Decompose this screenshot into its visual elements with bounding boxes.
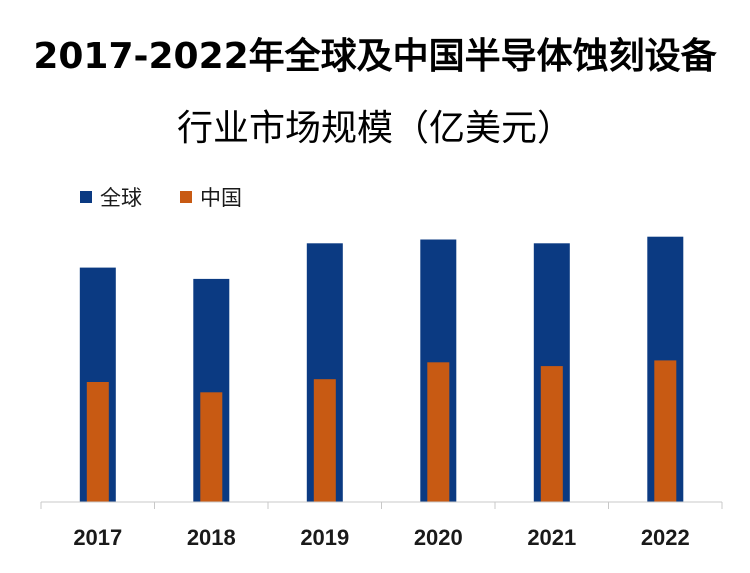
legend-label-global: 全球 bbox=[100, 186, 142, 210]
x-tick-label-2018: 2018 bbox=[187, 525, 236, 550]
bar-china-2020 bbox=[427, 362, 450, 502]
x-tick-label-2020: 2020 bbox=[414, 525, 463, 550]
bars-group bbox=[79, 236, 684, 503]
bar-china-2021 bbox=[540, 366, 563, 502]
legend-swatch-global bbox=[80, 191, 92, 203]
bar-china-2019 bbox=[313, 379, 336, 502]
x-tick-label-2017: 2017 bbox=[73, 525, 122, 550]
x-axis-ticks bbox=[40, 502, 723, 509]
bar-china-2022 bbox=[654, 360, 677, 502]
bar-china-2017 bbox=[86, 382, 109, 502]
legend: 全球 中国 bbox=[80, 186, 242, 210]
legend-swatch-china bbox=[180, 191, 192, 203]
chart-title-line-2: 行业市场规模（亿美元） bbox=[177, 108, 573, 149]
x-axis-labels: 2017 2018 2019 2020 2021 2022 bbox=[73, 525, 689, 550]
x-tick-label-2019: 2019 bbox=[300, 525, 349, 550]
bar-china-2018 bbox=[200, 392, 223, 502]
legend-label-china: 中国 bbox=[200, 186, 242, 210]
chart-title-line-1: 2017-2022年全球及中国半导体蚀刻设备 bbox=[33, 35, 717, 77]
x-tick-label-2022: 2022 bbox=[641, 525, 690, 550]
x-tick-label-2021: 2021 bbox=[527, 525, 576, 550]
